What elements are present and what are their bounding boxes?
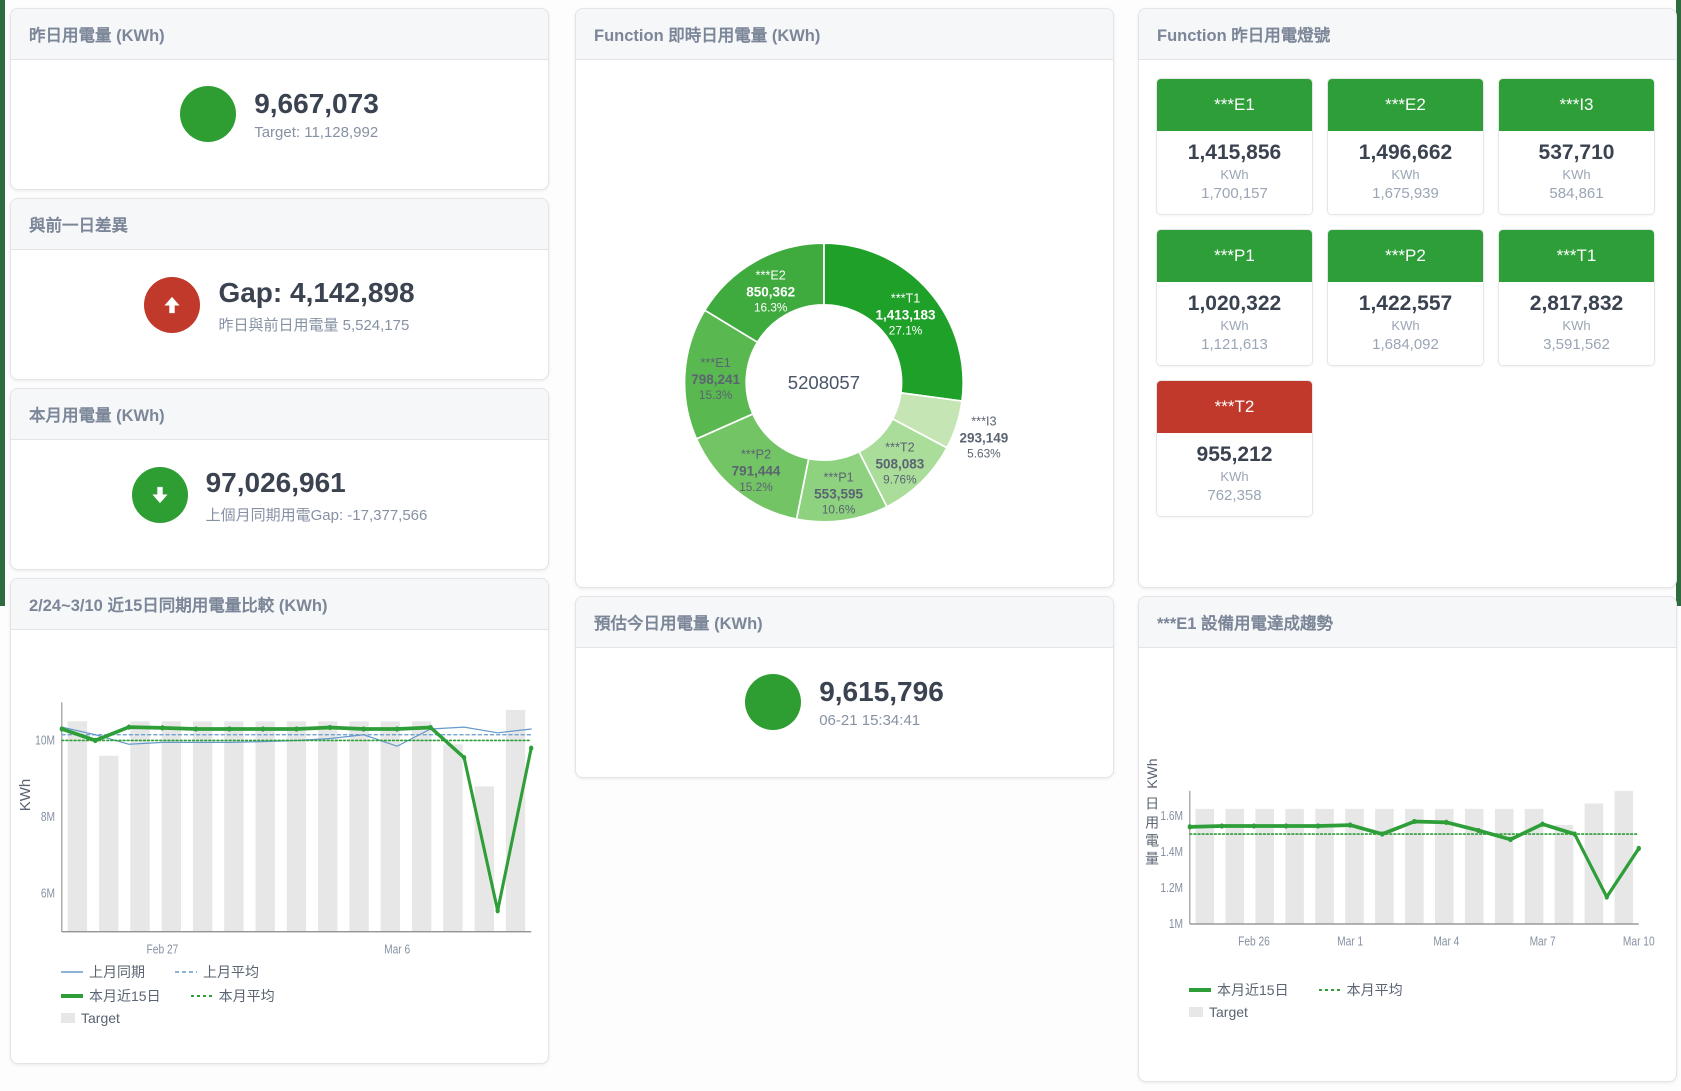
svg-text:1.4M: 1.4M bbox=[1160, 846, 1183, 859]
svg-text:1M: 1M bbox=[1169, 918, 1183, 931]
svg-text:Mar 4: Mar 4 bbox=[1433, 936, 1459, 949]
svg-text:15.2%: 15.2% bbox=[739, 480, 773, 494]
svg-text:Feb 27: Feb 27 bbox=[147, 943, 179, 956]
svg-text:6M: 6M bbox=[41, 888, 55, 901]
svg-text:10M: 10M bbox=[35, 735, 55, 748]
svg-text:15.3%: 15.3% bbox=[698, 388, 732, 402]
svg-text:553,595: 553,595 bbox=[814, 486, 863, 501]
svg-text:***E2: ***E2 bbox=[755, 268, 785, 282]
svg-text:***I3: ***I3 bbox=[971, 414, 996, 428]
svg-text:***T2: ***T2 bbox=[885, 440, 915, 454]
svg-text:***T1: ***T1 bbox=[890, 292, 920, 306]
svg-text:10.6%: 10.6% bbox=[821, 503, 855, 517]
svg-text:9.76%: 9.76% bbox=[883, 473, 917, 487]
svg-text:850,362: 850,362 bbox=[746, 284, 795, 299]
svg-text:1.2M: 1.2M bbox=[1160, 882, 1183, 895]
svg-text:27.1%: 27.1% bbox=[888, 324, 922, 338]
svg-text:Mar 7: Mar 7 bbox=[1530, 936, 1556, 949]
svg-text:Mar 1: Mar 1 bbox=[1337, 936, 1363, 949]
svg-text:5.63%: 5.63% bbox=[967, 447, 1001, 461]
svg-text:508,083: 508,083 bbox=[875, 456, 924, 471]
svg-text:***P2: ***P2 bbox=[740, 448, 770, 462]
svg-text:8M: 8M bbox=[41, 811, 55, 824]
svg-text:791,444: 791,444 bbox=[731, 464, 780, 479]
svg-text:798,241: 798,241 bbox=[691, 372, 740, 387]
svg-text:16.3%: 16.3% bbox=[753, 301, 787, 315]
svg-text:Feb 26: Feb 26 bbox=[1238, 936, 1270, 949]
svg-text:293,149: 293,149 bbox=[959, 430, 1008, 445]
svg-text:***P1: ***P1 bbox=[823, 471, 853, 485]
svg-text:Mar 10: Mar 10 bbox=[1623, 936, 1655, 949]
svg-text:***E1: ***E1 bbox=[700, 356, 730, 370]
svg-text:5208057: 5208057 bbox=[787, 372, 859, 393]
svg-text:Mar 6: Mar 6 bbox=[384, 943, 410, 956]
svg-text:1,413,183: 1,413,183 bbox=[875, 308, 936, 323]
svg-text:1.6M: 1.6M bbox=[1160, 810, 1183, 823]
